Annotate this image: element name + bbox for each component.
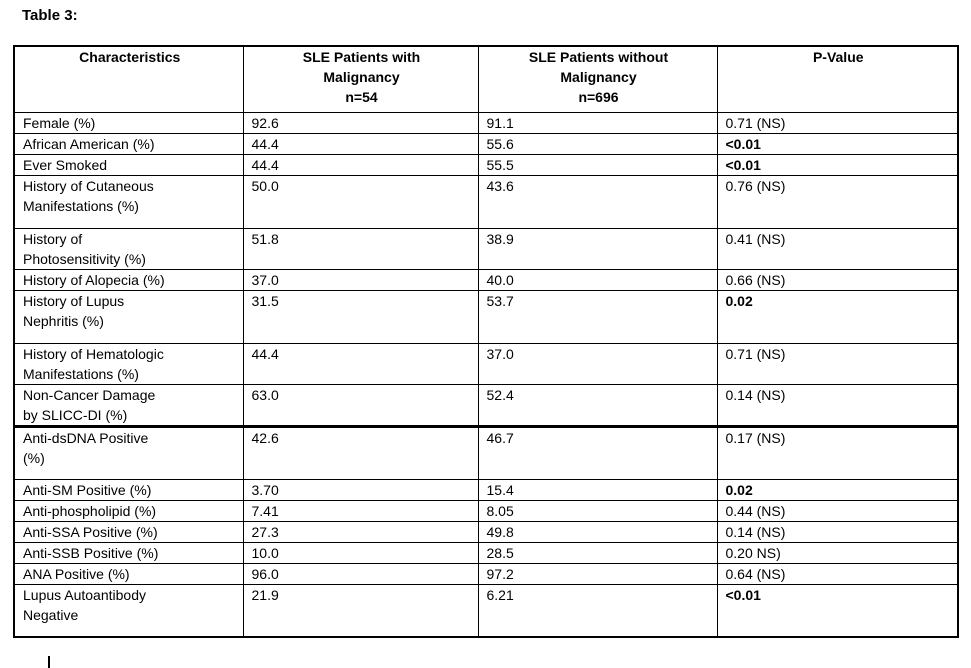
characteristic-cell: Anti-SSB Positive (%) <box>13 541 244 564</box>
without-malignancy-value-cell: 15.4 <box>477 478 718 501</box>
with-malignancy-value-cell: 44.4 <box>242 153 479 176</box>
characteristic-cell: History of Photosensitivity (%) <box>13 227 244 270</box>
with-malignancy-value-cell: 42.6 <box>242 425 479 480</box>
without-malignancy-value-cell: 91.1 <box>477 111 718 134</box>
without-malignancy-value-cell: 55.5 <box>477 153 718 176</box>
with-malignancy-value-cell: 10.0 <box>242 541 479 564</box>
table-row: African American (%) 44.4 55.6 <0.01 <box>13 132 959 155</box>
characteristic-cell: History of Lupus Nephritis (%) <box>13 289 244 344</box>
table-row: History of Lupus Nephritis (%) 31.5 53.7… <box>13 289 959 344</box>
table-row: History of Hematologic Manifestations (%… <box>13 342 959 385</box>
table-row: Lupus Autoantibody Negative 21.9 6.21 <0… <box>13 583 959 638</box>
p-value-cell: 0.66 (NS) <box>716 268 959 291</box>
characteristic-cell: Non-Cancer Damage by SLICC-DI (%) <box>13 383 244 428</box>
header-characteristics: Characteristics <box>13 45 244 113</box>
table-row: History of Alopecia (%) 37.0 40.0 0.66 (… <box>13 268 959 291</box>
p-value-cell: 0.20 NS) <box>716 541 959 564</box>
without-malignancy-value-cell: 55.6 <box>477 132 718 155</box>
table-row: Anti-SSA Positive (%) 27.3 49.8 0.14 (NS… <box>13 520 959 543</box>
characteristic-cell: Anti-phospholipid (%) <box>13 499 244 522</box>
p-value-cell: 0.71 (NS) <box>716 111 959 134</box>
table-row: History of Photosensitivity (%) 51.8 38.… <box>13 227 959 270</box>
table-row: Anti-dsDNA Positive (%) 42.6 46.7 0.17 (… <box>13 425 959 480</box>
characteristic-cell: History of Cutaneous Manifestations (%) <box>13 174 244 229</box>
with-malignancy-value-cell: 21.9 <box>242 583 479 638</box>
with-malignancy-value-cell: 96.0 <box>242 562 479 585</box>
with-malignancy-value-cell: 44.4 <box>242 342 479 385</box>
characteristics-table: Characteristics SLE Patients with Malign… <box>13 45 959 638</box>
table-row: ANA Positive (%) 96.0 97.2 0.64 (NS) <box>13 562 959 585</box>
p-value-cell: 0.41 (NS) <box>716 227 959 270</box>
characteristic-cell: African American (%) <box>13 132 244 155</box>
with-malignancy-value-cell: 92.6 <box>242 111 479 134</box>
header-without-malignancy: SLE Patients without Malignancy n=696 <box>477 45 718 113</box>
p-value-cell: <0.01 <box>716 153 959 176</box>
header-p-value: P-Value <box>716 45 959 113</box>
table-row: Non-Cancer Damage by SLICC-DI (%) 63.0 5… <box>13 383 959 428</box>
with-malignancy-value-cell: 51.8 <box>242 227 479 270</box>
p-value-cell: 0.44 (NS) <box>716 499 959 522</box>
table-body: Female (%) 92.6 91.1 0.71 (NS) African A… <box>13 111 959 638</box>
characteristic-cell: Anti-SM Positive (%) <box>13 478 244 501</box>
without-malignancy-value-cell: 52.4 <box>477 383 718 428</box>
table-row: Anti-SM Positive (%) 3.70 15.4 0.02 <box>13 478 959 501</box>
table-caption: Table 3: <box>22 7 78 24</box>
p-value-cell: 0.64 (NS) <box>716 562 959 585</box>
p-value-cell: 0.14 (NS) <box>716 383 959 428</box>
characteristic-cell: History of Alopecia (%) <box>13 268 244 291</box>
cursor-artifact <box>48 656 50 668</box>
characteristic-cell: History of Hematologic Manifestations (%… <box>13 342 244 385</box>
table-header: Characteristics SLE Patients with Malign… <box>13 45 959 113</box>
without-malignancy-value-cell: 97.2 <box>477 562 718 585</box>
without-malignancy-value-cell: 40.0 <box>477 268 718 291</box>
table-row: Female (%) 92.6 91.1 0.71 (NS) <box>13 111 959 134</box>
header-with-malignancy: SLE Patients with Malignancy n=54 <box>242 45 479 113</box>
characteristic-cell: Anti-SSA Positive (%) <box>13 520 244 543</box>
without-malignancy-value-cell: 43.6 <box>477 174 718 229</box>
without-malignancy-value-cell: 38.9 <box>477 227 718 270</box>
p-value-cell: 0.71 (NS) <box>716 342 959 385</box>
without-malignancy-value-cell: 28.5 <box>477 541 718 564</box>
without-malignancy-value-cell: 37.0 <box>477 342 718 385</box>
p-value-cell: 0.02 <box>716 478 959 501</box>
p-value-cell: 0.76 (NS) <box>716 174 959 229</box>
p-value-cell: 0.17 (NS) <box>716 425 959 480</box>
with-malignancy-value-cell: 44.4 <box>242 132 479 155</box>
p-value-cell: <0.01 <box>716 583 959 638</box>
table-row: Ever Smoked 44.4 55.5 <0.01 <box>13 153 959 176</box>
characteristic-cell: Anti-dsDNA Positive (%) <box>13 425 244 480</box>
without-malignancy-value-cell: 53.7 <box>477 289 718 344</box>
with-malignancy-value-cell: 31.5 <box>242 289 479 344</box>
without-malignancy-value-cell: 8.05 <box>477 499 718 522</box>
without-malignancy-value-cell: 46.7 <box>477 425 718 480</box>
with-malignancy-value-cell: 63.0 <box>242 383 479 428</box>
table-row: History of Cutaneous Manifestations (%) … <box>13 174 959 229</box>
p-value-cell: 0.02 <box>716 289 959 344</box>
p-value-cell: 0.14 (NS) <box>716 520 959 543</box>
characteristic-cell: ANA Positive (%) <box>13 562 244 585</box>
with-malignancy-value-cell: 3.70 <box>242 478 479 501</box>
characteristic-cell: Lupus Autoantibody Negative <box>13 583 244 638</box>
with-malignancy-value-cell: 27.3 <box>242 520 479 543</box>
without-malignancy-value-cell: 6.21 <box>477 583 718 638</box>
with-malignancy-value-cell: 7.41 <box>242 499 479 522</box>
with-malignancy-value-cell: 37.0 <box>242 268 479 291</box>
table-row: Anti-SSB Positive (%) 10.0 28.5 0.20 NS) <box>13 541 959 564</box>
characteristic-cell: Ever Smoked <box>13 153 244 176</box>
table-row: Anti-phospholipid (%) 7.41 8.05 0.44 (NS… <box>13 499 959 522</box>
characteristic-cell: Female (%) <box>13 111 244 134</box>
without-malignancy-value-cell: 49.8 <box>477 520 718 543</box>
header-row: Characteristics SLE Patients with Malign… <box>13 45 959 113</box>
with-malignancy-value-cell: 50.0 <box>242 174 479 229</box>
p-value-cell: <0.01 <box>716 132 959 155</box>
